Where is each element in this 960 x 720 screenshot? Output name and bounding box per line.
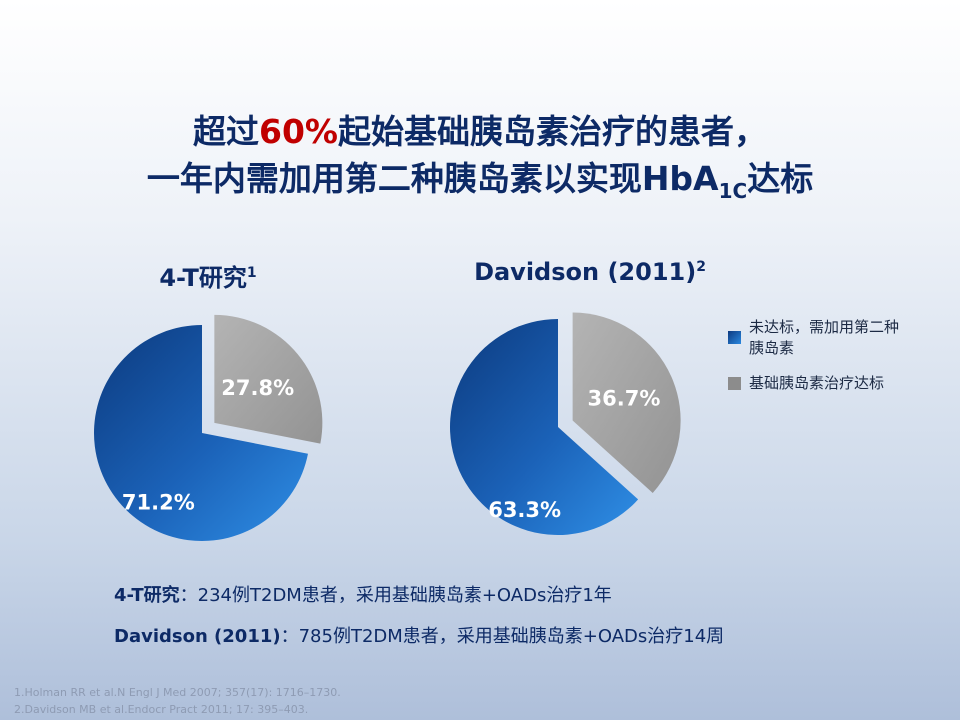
pie-chart-davidson: 63.3% 36.7% <box>450 312 681 535</box>
study-name: 4-T研究 <box>114 585 180 606</box>
legend: 未达标，需加用第二种胰岛素 基础胰岛素治疗达标 <box>728 317 948 408</box>
data-label-achieved: 36.7% <box>588 387 661 411</box>
data-label-not-achieved: 71.2% <box>122 490 195 514</box>
title-text: 一年内需加用第二种胰岛素以实现HbA <box>146 159 719 198</box>
reference-1: 1.Holman RR et al.N Engl J Med 2007; 357… <box>14 686 341 699</box>
legend-swatch-gray <box>728 377 741 390</box>
legend-item-not-achieved: 未达标，需加用第二种胰岛素 <box>728 317 948 359</box>
pie-slice-achieved <box>572 312 681 493</box>
data-label-achieved: 27.8% <box>221 376 294 400</box>
references: 1.Holman RR et al.N Engl J Med 2007; 357… <box>14 684 341 718</box>
pie-slice-achieved <box>214 314 323 444</box>
title-text: 达标 <box>747 159 814 198</box>
chart-title-davidson: Davidson (2011)2 <box>430 258 750 286</box>
study-description-davidson: Davidson (2011)：785例T2DM患者，采用基础胰岛素+OADs治… <box>114 622 724 648</box>
chart-title-text: Davidson (2011) <box>474 258 697 286</box>
title-line-1: 超过60%起始基础胰岛素治疗的患者， <box>0 108 960 155</box>
data-label-not-achieved: 63.3% <box>488 498 561 522</box>
pie-chart-4t: 71.2% 27.8% <box>94 314 323 541</box>
chart-title-4t: 4-T研究1 <box>48 258 368 293</box>
pie-slice-not-achieved <box>94 325 308 541</box>
title-text: 超过 <box>193 112 259 151</box>
title-line-2: 一年内需加用第二种胰岛素以实现HbA1C达标 <box>0 155 960 202</box>
legend-item-achieved: 基础胰岛素治疗达标 <box>728 373 948 394</box>
chart-title-sup: 2 <box>696 259 706 275</box>
pie-slice-not-achieved <box>450 319 639 535</box>
study-desc: ：234例T2DM患者，采用基础胰岛素+OADs治疗1年 <box>179 585 612 606</box>
chart-title-text: 4-T研究 <box>159 264 247 292</box>
title-text: 起始基础胰岛素治疗的患者， <box>338 112 767 151</box>
title-subscript: 1C <box>718 179 748 203</box>
study-desc: ：785例T2DM患者，采用基础胰岛素+OADs治疗14周 <box>280 626 725 647</box>
legend-swatch-blue <box>728 331 741 344</box>
title-highlight: 60% <box>259 112 338 151</box>
slide-title: 超过60%起始基础胰岛素治疗的患者， 一年内需加用第二种胰岛素以实现HbA1C达… <box>0 108 960 202</box>
study-name: Davidson (2011) <box>114 626 281 647</box>
chart-title-sup: 1 <box>246 265 257 281</box>
legend-label: 未达标，需加用第二种胰岛素 <box>749 318 900 357</box>
study-description-4t: 4-T研究：234例T2DM患者，采用基础胰岛素+OADs治疗1年 <box>114 581 612 607</box>
reference-2: 2.Davidson MB et al.Endocr Pract 2011; 1… <box>14 703 309 716</box>
legend-label: 基础胰岛素治疗达标 <box>749 374 885 392</box>
